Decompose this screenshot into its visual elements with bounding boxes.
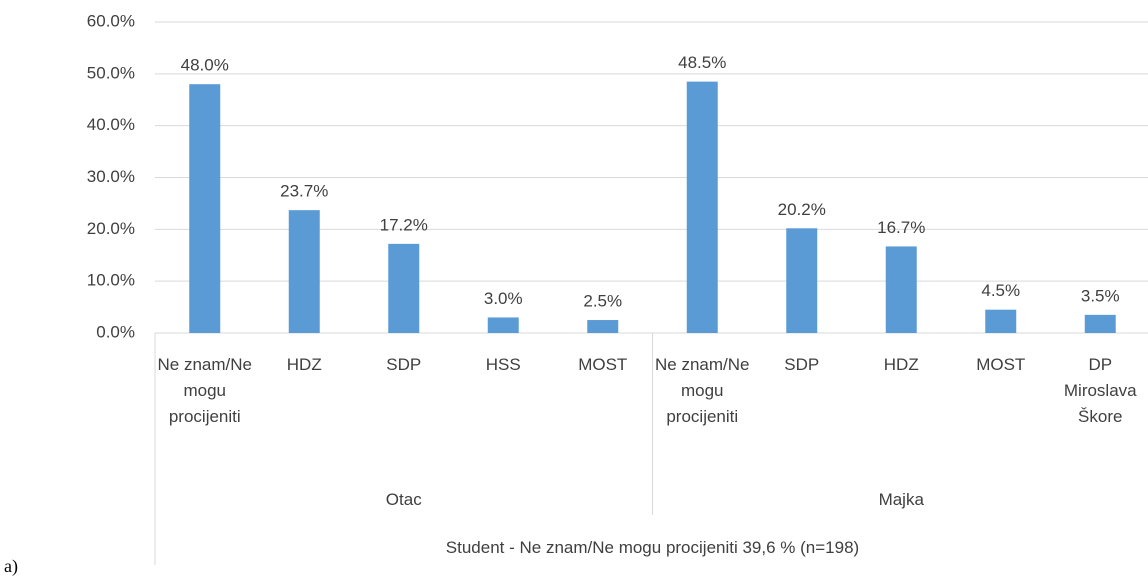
x-tick-label: HSS (485, 355, 521, 374)
y-tick-label: 40.0% (87, 115, 135, 134)
bar (587, 320, 619, 333)
value-label: 23.7% (280, 182, 328, 201)
group-label: Majka (878, 490, 924, 509)
x-tick-label: Ne znam/Ne mogu procijeniti (157, 355, 252, 426)
value-label: 16.7% (877, 218, 925, 237)
value-label: 2.5% (583, 292, 622, 311)
bar (985, 309, 1017, 333)
bar (1084, 314, 1116, 333)
value-label: 48.0% (181, 56, 229, 75)
x-tick-label: HDZ (286, 355, 322, 374)
bar (189, 84, 221, 333)
y-tick-label: 60.0% (87, 11, 135, 30)
y-tick-label: 10.0% (87, 271, 135, 290)
x-tick-label: MOST (578, 355, 628, 374)
group-label: Otac (385, 490, 422, 509)
bar (885, 246, 917, 333)
bar (487, 317, 519, 333)
value-label: 4.5% (981, 281, 1020, 300)
value-label: 48.5% (678, 53, 726, 72)
value-label: 3.5% (1081, 286, 1120, 305)
x-tick-label: Ne znam/Ne mogu procijeniti (655, 355, 750, 426)
y-tick-label: 0.0% (96, 322, 135, 341)
y-tick-label: 30.0% (87, 167, 135, 186)
panel-label: a) (4, 556, 18, 576)
x-tick-label: MOST (976, 355, 1026, 374)
x-tick-label: SDP (386, 355, 422, 374)
x-axis-label: Student - Ne znam/Ne mogu procijeniti 39… (445, 538, 860, 557)
bar (288, 210, 320, 333)
bar (686, 81, 718, 333)
x-tick-label: HDZ (883, 355, 919, 374)
value-label: 17.2% (380, 215, 428, 234)
bar (786, 228, 818, 333)
x-tick-label: SDP (784, 355, 820, 374)
x-tick-label: DP Miroslava Škore (1063, 355, 1137, 426)
y-tick-label: 50.0% (87, 63, 135, 82)
y-tick-label: 20.0% (87, 219, 135, 238)
value-label: 3.0% (484, 289, 523, 308)
bar (388, 243, 420, 333)
value-label: 20.2% (778, 200, 826, 219)
